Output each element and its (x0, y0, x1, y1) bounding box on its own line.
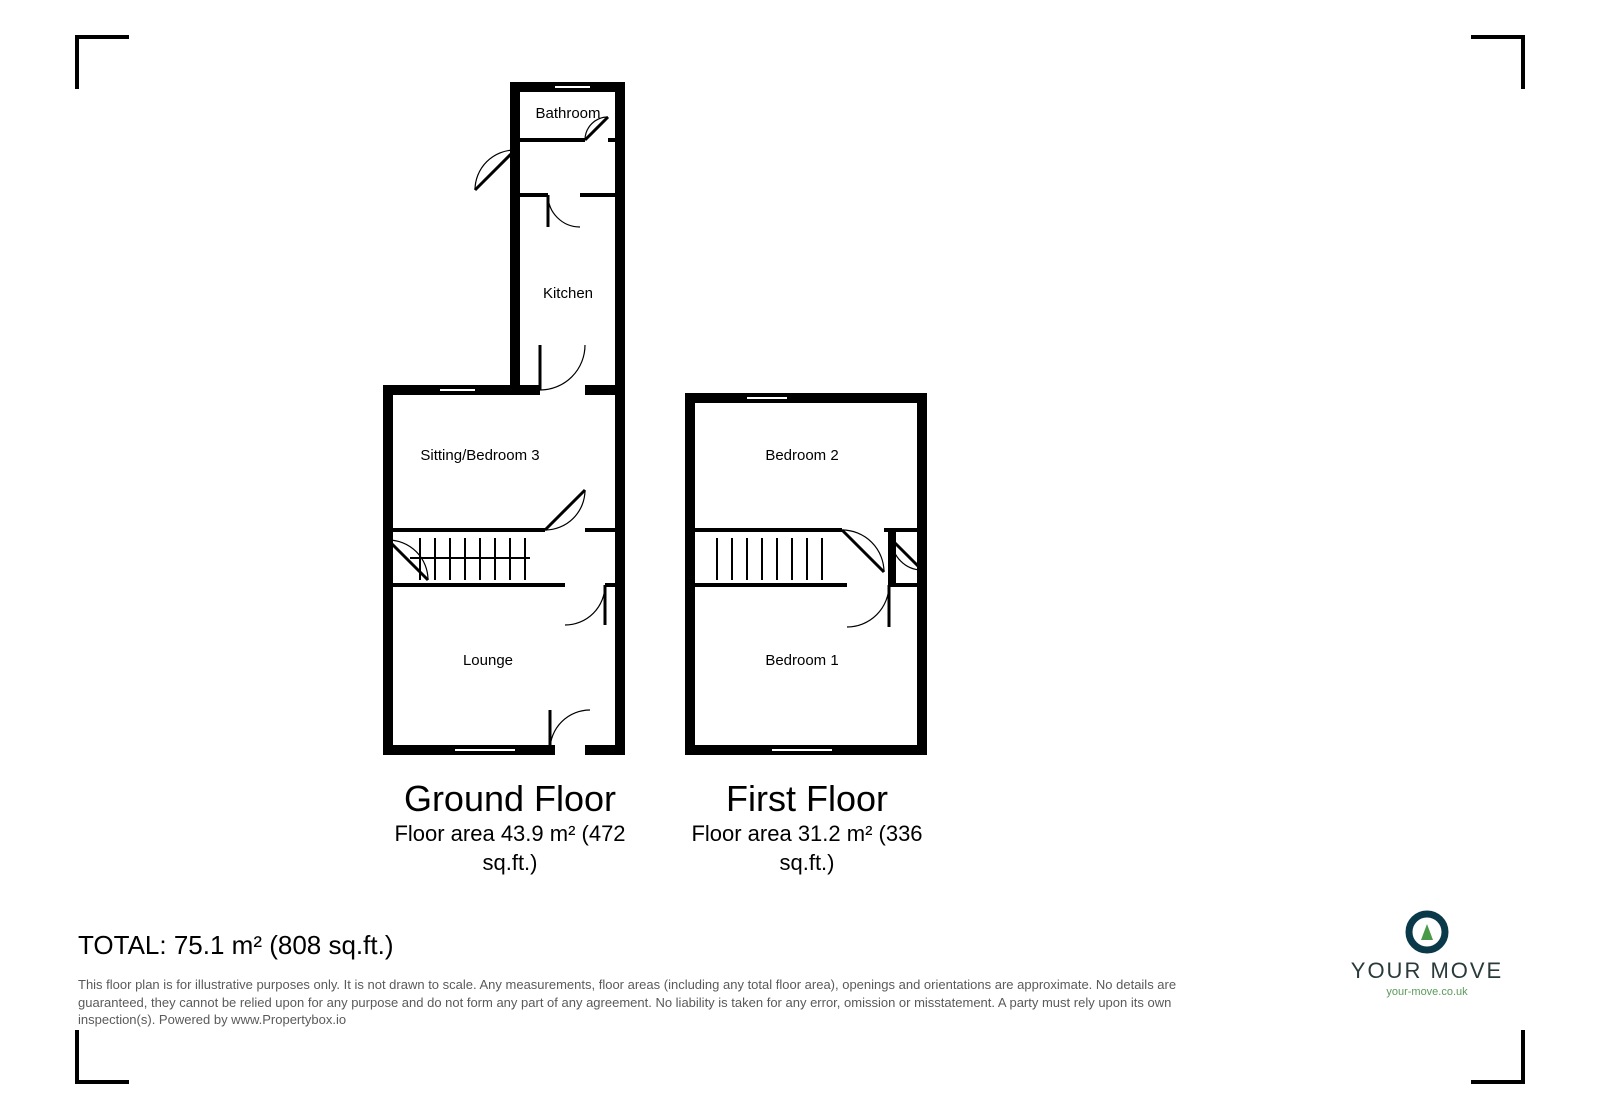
first-floor-plan: Bedroom 2 Bedroom 1 (682, 390, 932, 770)
crop-mark-tr (1471, 35, 1525, 89)
first-floor-area: Floor area 31.2 m² (336 sq.ft.) (682, 820, 932, 877)
room-label: Kitchen (543, 285, 593, 302)
logo-name: YOUR MOVE (1342, 958, 1512, 984)
logo-url: your-move.co.uk (1342, 986, 1512, 998)
ground-floor-plan: Bathroom Kitchen Sitting/Bedroom 3 Lounge (380, 80, 640, 770)
crop-mark-tl (75, 35, 129, 89)
logo-icon (1405, 910, 1449, 954)
first-floor-title: First Floor (682, 778, 932, 820)
ground-floor-area: Floor area 43.9 m² (472 sq.ft.) (380, 820, 640, 877)
crop-mark-br (1471, 1030, 1525, 1084)
ground-floor-title: Ground Floor (380, 778, 640, 820)
brand-logo: YOUR MOVE your-move.co.uk (1342, 910, 1512, 998)
crop-mark-bl (75, 1030, 129, 1084)
room-label: Bedroom 1 (765, 652, 838, 669)
disclaimer-text: This floor plan is for illustrative purp… (78, 976, 1178, 1029)
room-label: Sitting/Bedroom 3 (420, 447, 539, 464)
room-label: Lounge (463, 652, 513, 669)
total-area: TOTAL: 75.1 m² (808 sq.ft.) (78, 930, 393, 961)
room-label: Bedroom 2 (765, 447, 838, 464)
floorplan-stage: Bathroom Kitchen Sitting/Bedroom 3 Lounge (0, 0, 1600, 1119)
room-label: Bathroom (535, 105, 600, 122)
